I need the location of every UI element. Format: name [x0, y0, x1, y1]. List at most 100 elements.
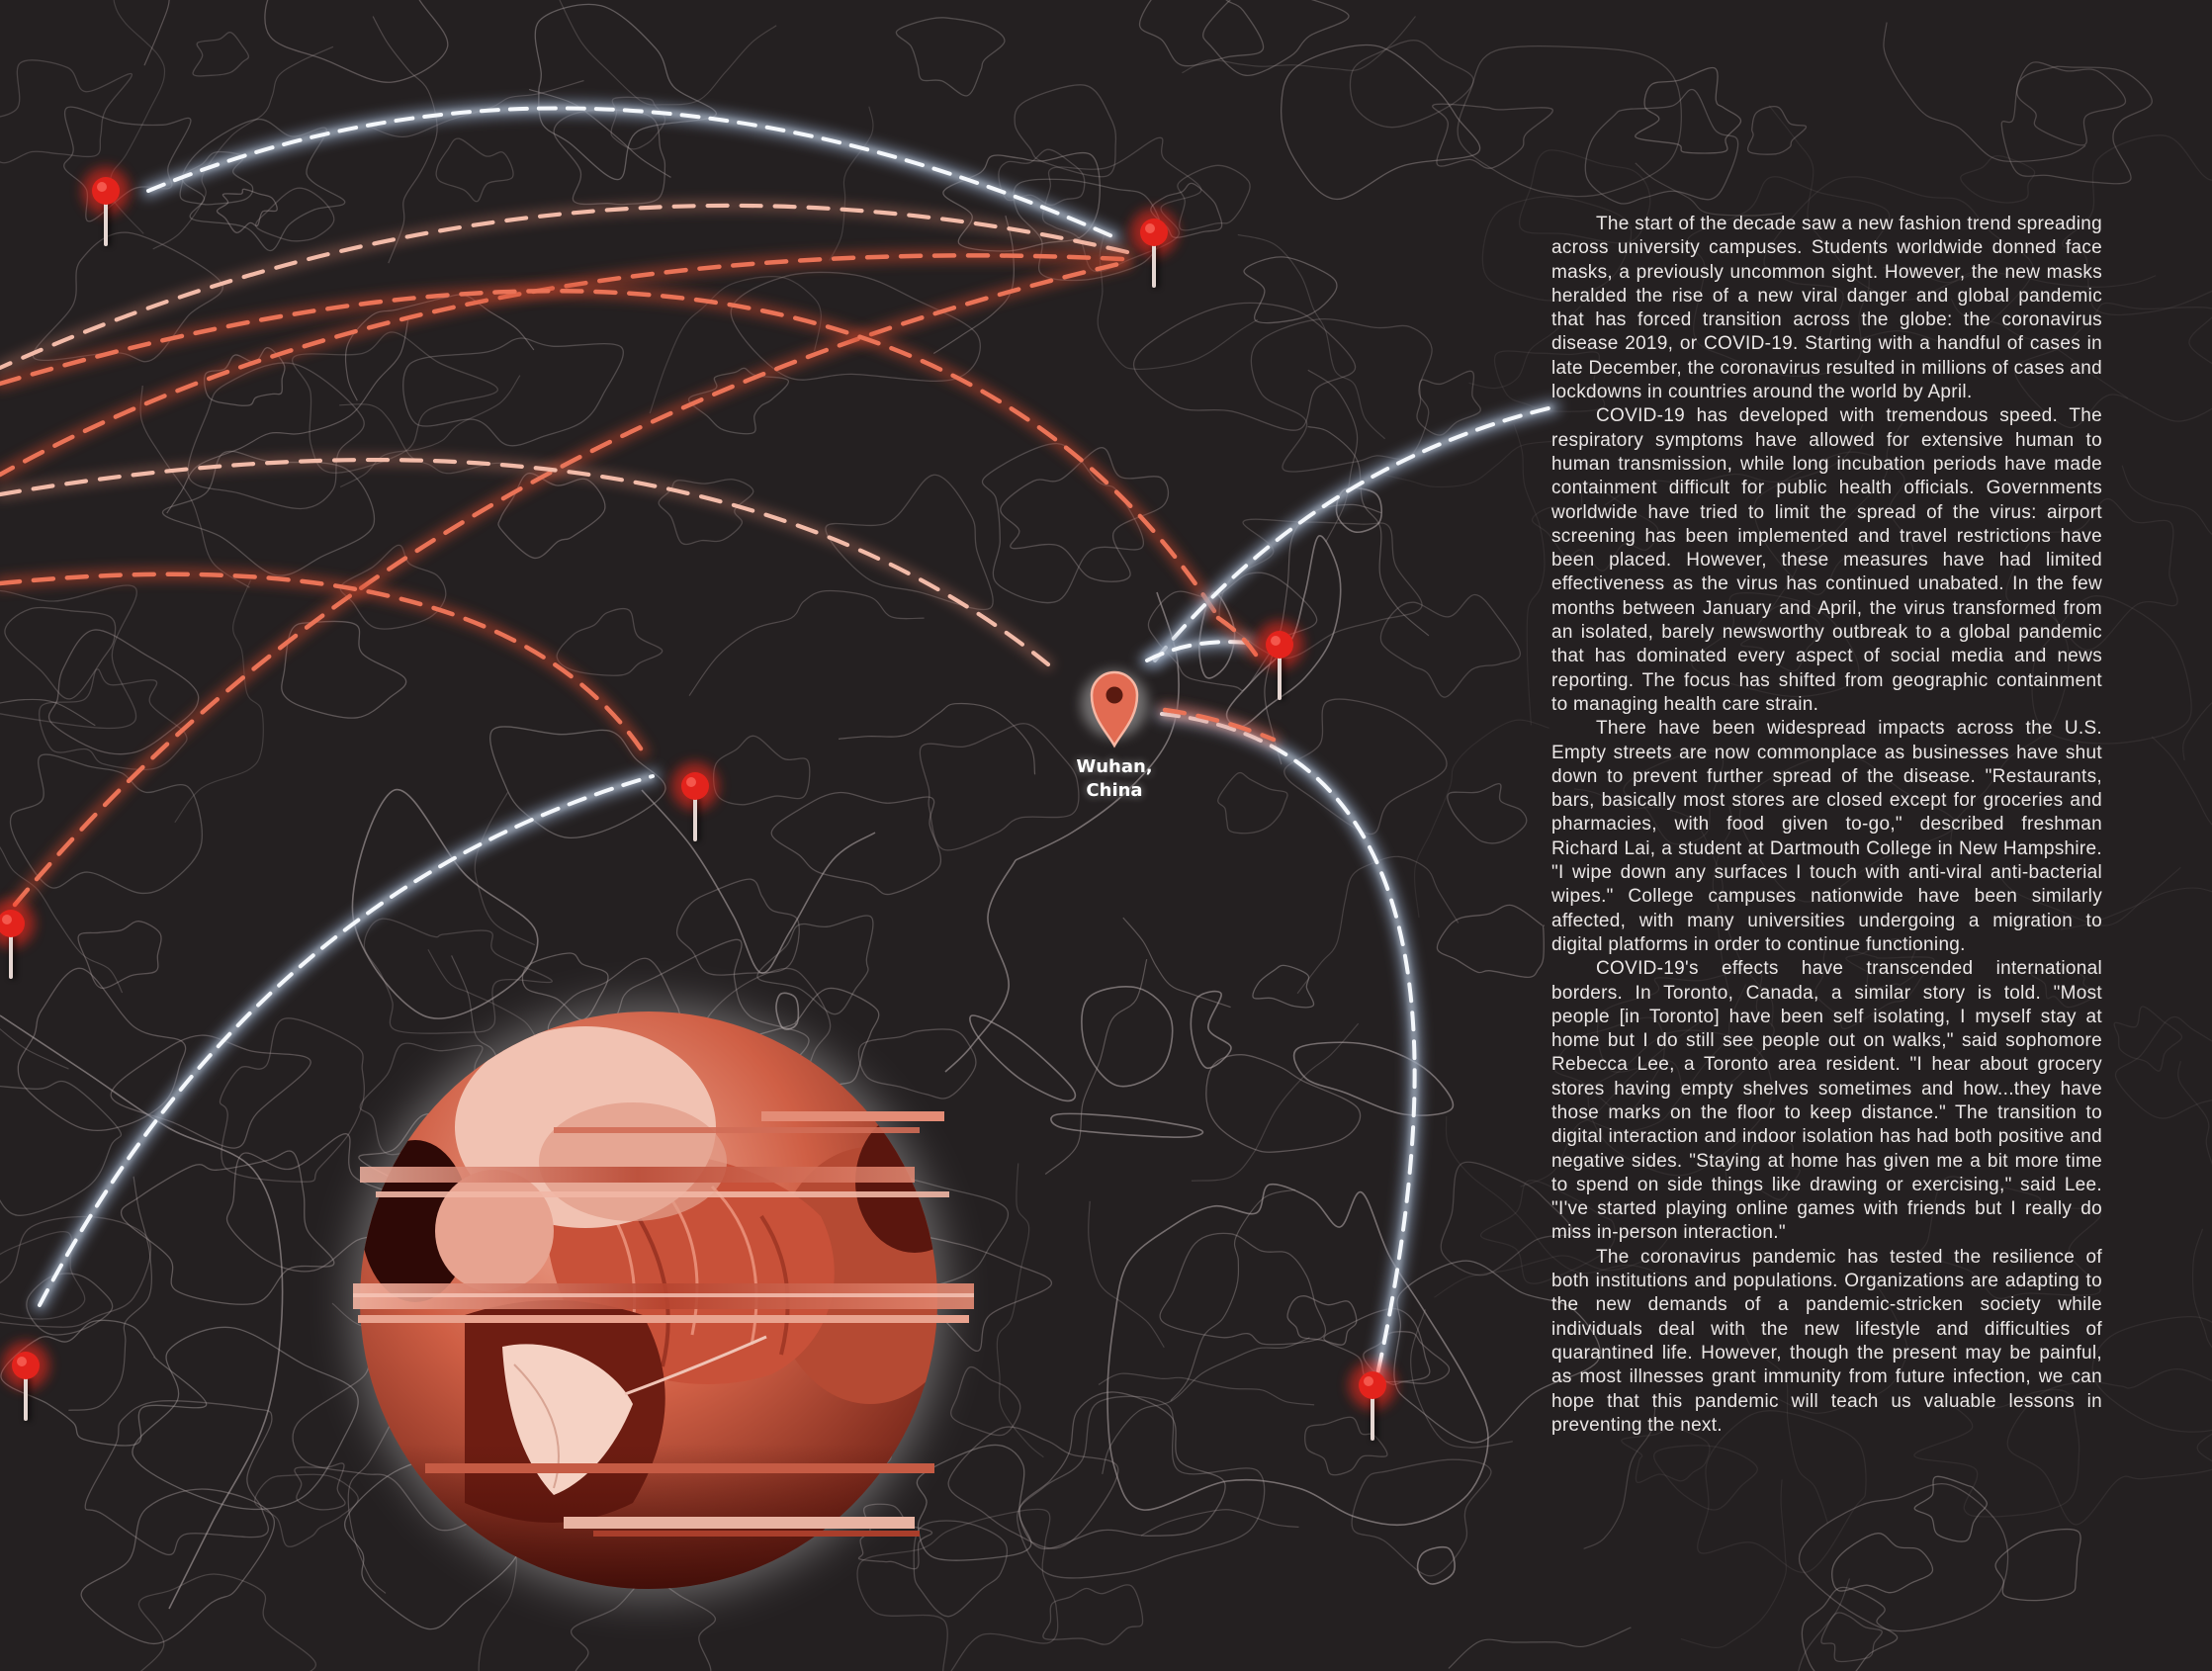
map-region-outline: [1217, 771, 1288, 835]
map-border-line: [1635, 162, 1783, 217]
map-region-outline: [17, 967, 187, 1132]
location-pin-icon: [0, 900, 35, 979]
map-region-outline: [950, 1365, 1021, 1437]
map-region-outline: [1393, 1260, 1601, 1444]
map-border-line: [1513, 423, 1546, 726]
map-region-outline: [1763, 176, 2034, 347]
wuhan-location-marker-icon: [1081, 670, 1148, 748]
map-border-line: [1102, 1337, 1310, 1474]
map-border-line: [1191, 1022, 1360, 1182]
map-region-outline: [1457, 44, 1682, 198]
map-border-line: [1768, 105, 1991, 301]
map-border-line: [1993, 866, 2181, 926]
photo-glitch-strips: [353, 1111, 974, 1537]
location-pins: [0, 167, 1396, 1441]
map-region-outline: [825, 474, 994, 611]
map-region-outline: [192, 32, 250, 77]
map-border-line: [152, 45, 334, 250]
map-border-line: [1170, 1188, 1295, 1401]
map-region-outline: [4, 606, 117, 700]
map-region-outline: [1201, 0, 1350, 76]
map-border-line: [1140, 1509, 1299, 1537]
map-border-line: [1448, 1627, 1632, 1669]
map-region-outline: [2031, 595, 2192, 745]
map-border-line: [0, 845, 124, 994]
location-pin-icon: [1130, 209, 1178, 288]
flight-routes: [0, 100, 1560, 1387]
map-border-line: [372, 16, 438, 264]
map-region-outline: [161, 450, 376, 576]
map-region-outline: [1286, 1295, 1358, 1346]
map-border-line: [166, 320, 409, 514]
map-region-outline: [913, 1520, 1009, 1618]
map-region-outline: [2016, 61, 2126, 146]
map-border-line: [932, 215, 1015, 355]
map-border-line: [1583, 1394, 1656, 1549]
map-border-line: [139, 385, 250, 588]
route-glow: [0, 285, 1220, 617]
sumatra-outline: [969, 1014, 1077, 1102]
map-border-line: [1044, 958, 1148, 1176]
map-region-outline: [556, 608, 664, 676]
map-region-outline: [1132, 302, 1357, 431]
map-region-outline: [712, 735, 811, 806]
route-dashes: [1215, 615, 1259, 658]
map-region-outline: [187, 362, 365, 510]
map-border-line: [1468, 305, 1581, 390]
map-region-outline: [1281, 44, 1481, 201]
map-border-line: [649, 276, 822, 414]
map-region-outline: [1252, 964, 1315, 1009]
map-border-line: [1798, 1578, 1851, 1671]
map-region-outline: [1323, 1307, 1431, 1383]
map-region-outline: [1432, 103, 1553, 169]
new-guinea-outline: [1292, 1041, 1455, 1116]
map-border-line: [1378, 440, 1552, 488]
map-border-line: [2151, 736, 2212, 826]
australia-outline: [1106, 1183, 1489, 1527]
map-region-outline: [1738, 753, 1957, 903]
location-pin-icon: [82, 167, 130, 246]
article-body: The start of the decade saw a new fashio…: [1551, 213, 2102, 1438]
map-region-outline: [1820, 1612, 1883, 1663]
map-border-line: [996, 1163, 1044, 1458]
map-region-outline: [1479, 1180, 1617, 1284]
map-region-outline: [1553, 1016, 1665, 1114]
map-region-outline: [856, 1508, 1059, 1671]
map-region-outline: [0, 59, 133, 164]
map-border-line: [688, 589, 925, 696]
map-border-line: [1122, 917, 1231, 1009]
map-region-outline: [947, 1426, 1119, 1549]
flight-route-arc: [140, 100, 1122, 245]
map-region-outline: [1691, 592, 1860, 698]
map-region-outline: [1587, 1029, 1773, 1177]
map-region-outline: [402, 337, 624, 447]
route-dashes: [38, 774, 655, 1307]
location-pin-icon: [1349, 1362, 1396, 1441]
sulawesi-outline: [1190, 990, 1232, 1069]
arabia-outline: [351, 788, 539, 1019]
route-dashes: [0, 457, 1051, 667]
route-dashes: [1162, 707, 1277, 743]
map-region-outline: [916, 1444, 1032, 1561]
flight-route-arc: [0, 455, 1053, 669]
map-border-line: [1950, 298, 2129, 399]
map-border-line: [174, 579, 264, 824]
map-border-line: [1604, 423, 1864, 506]
map-region-outline: [1205, 1054, 1362, 1153]
map-region-outline: [610, 96, 666, 150]
map-region-outline: [1697, 1410, 1867, 1573]
map-border-line: [1712, 805, 1774, 1027]
map-region-outline: [1481, 195, 1633, 302]
map-region-outline: [1747, 106, 1808, 155]
hokkaido-outline: [1335, 486, 1383, 534]
map-region-outline: [9, 753, 203, 895]
map-region-outline: [1493, 350, 1606, 412]
map-region-outline: [1379, 593, 1522, 698]
map-region-outline: [942, 151, 1101, 252]
route-dashes: [0, 289, 1217, 614]
map-border-line: [1741, 1326, 1829, 1524]
map-region-outline: [919, 723, 1080, 851]
map-border-line: [339, 375, 521, 488]
map-border-line: [1774, 1275, 1908, 1414]
